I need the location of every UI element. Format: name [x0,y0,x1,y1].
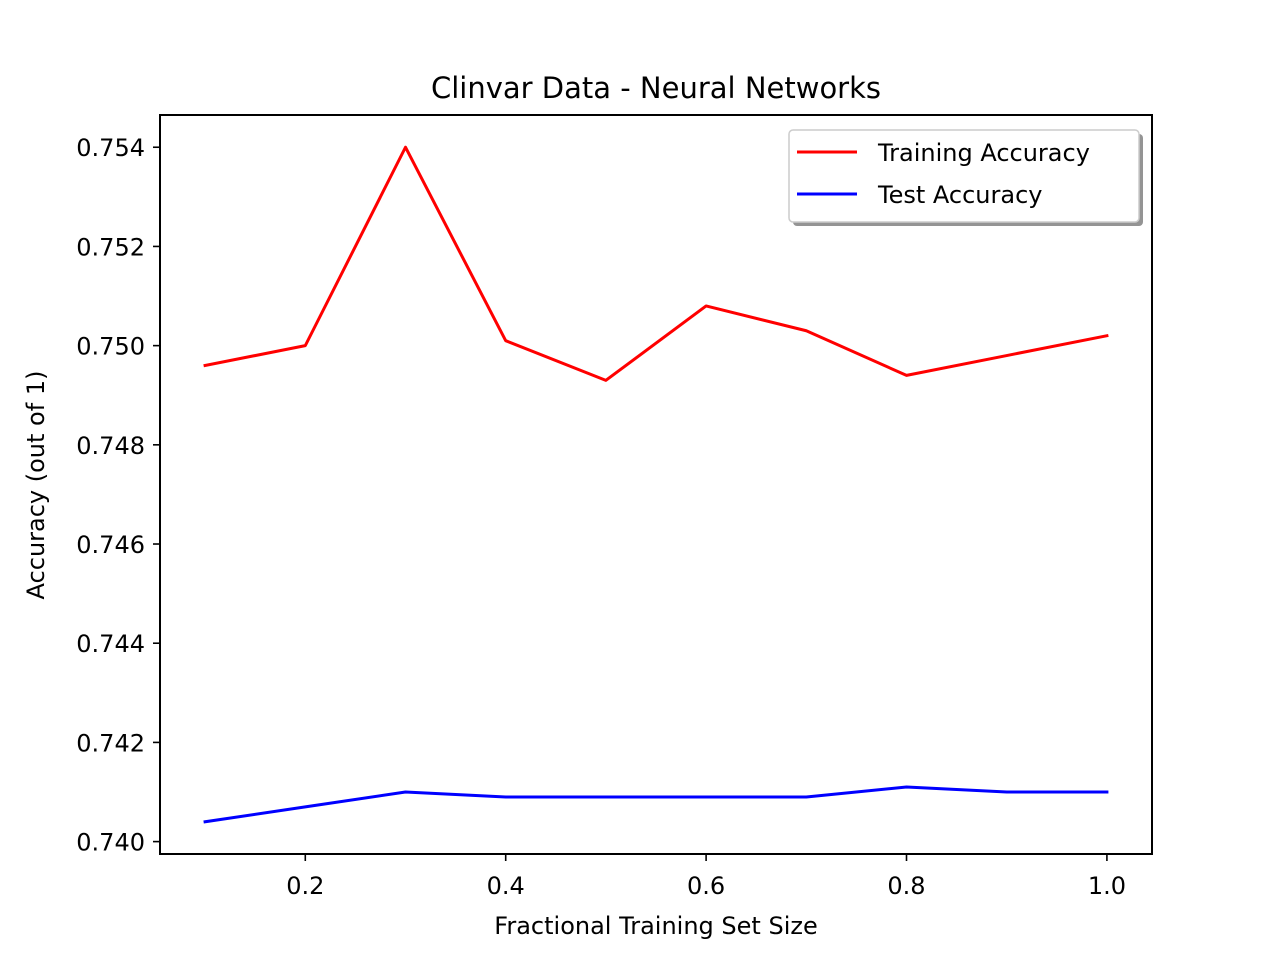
x-tick-label: 0.6 [687,872,725,900]
x-tick-label: 1.0 [1088,872,1126,900]
series-layer [203,145,1109,824]
legend-label-test-accuracy: Test Accuracy [877,181,1042,209]
x-axis: 0.2 0.4 0.6 0.8 1.0 [286,854,1126,900]
x-axis-label: Fractional Training Set Size [494,912,817,940]
x-tick-label: 0.8 [887,872,925,900]
y-tick-label: 0.740 [76,829,145,857]
series-line-training-accuracy [203,145,1109,382]
plot-frame [159,114,1153,855]
y-tick-label: 0.742 [76,729,145,757]
y-tick-label: 0.750 [76,333,145,361]
legend: Training Accuracy Test Accuracy [788,129,1143,226]
y-tick-label: 0.748 [76,432,145,460]
x-tick-label: 0.4 [487,872,525,900]
legend-label-training-accuracy: Training Accuracy [877,139,1090,167]
series-line-test-accuracy [203,785,1109,824]
y-tick-label: 0.746 [76,531,145,559]
y-axis: 0.740 0.742 0.744 0.746 0.748 0.750 0.752 0.754 [76,134,160,857]
legend-box [788,129,1140,223]
y-tick-label: 0.752 [76,233,145,261]
y-tick-label: 0.754 [76,134,145,162]
y-axis-label: Accuracy (out of 1) [22,371,50,600]
x-tick-label: 0.2 [286,872,324,900]
chart-title: Clinvar Data - Neural Networks [431,71,881,105]
plot-area [159,114,1153,855]
y-tick-label: 0.744 [76,630,145,658]
